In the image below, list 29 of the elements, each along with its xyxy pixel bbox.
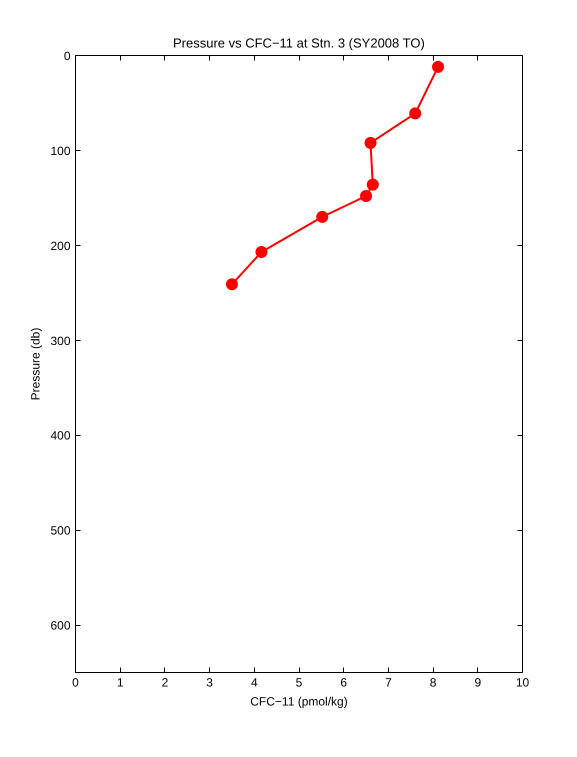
x-tick-label: 2: [162, 676, 169, 690]
x-tick-label: 5: [296, 676, 303, 690]
x-tick-label: 8: [430, 676, 437, 690]
x-tick-label: 1: [116, 676, 124, 690]
point: [364, 136, 377, 149]
y-tick-label: 100: [50, 144, 71, 158]
y-tick-label: 400: [50, 428, 71, 443]
point: [255, 246, 268, 258]
point: [360, 190, 372, 202]
chart-title: Pressure vs CFC−11 at Stn. 3 (SY2008 TO): [172, 36, 425, 50]
point: [226, 278, 238, 290]
x-tick-label: 10: [516, 676, 530, 690]
point: [366, 178, 379, 191]
x-tick-label: 3: [206, 676, 214, 690]
y-tick-label: 0: [64, 49, 71, 63]
y-tick-label: 600: [50, 618, 71, 633]
point: [409, 107, 422, 120]
y-tick-label: 300: [50, 334, 71, 348]
y-tick-label: 500: [50, 524, 71, 538]
x-tick-label: 7: [385, 676, 392, 690]
y-tick-label: 200: [50, 238, 71, 253]
point: [432, 60, 444, 73]
x-tick-label: 6: [340, 676, 348, 690]
x-tick-label: 9: [474, 676, 482, 690]
point: [316, 210, 328, 223]
x-tick-label: 0: [72, 676, 80, 690]
x-tick-label: 4: [250, 676, 258, 690]
x-axis-title: CFC−11 (pmol/kg): [250, 694, 348, 708]
y-axis-title: Pressure (db): [28, 328, 42, 400]
